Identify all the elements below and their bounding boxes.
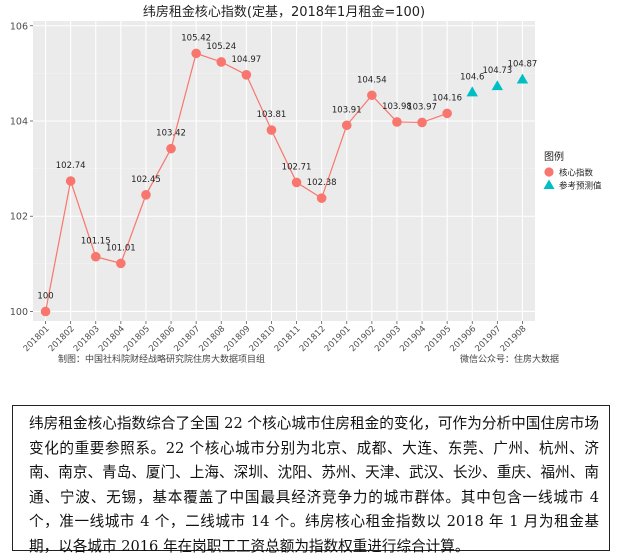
x-tick-label: 201801: [22, 324, 52, 354]
data-point: [392, 117, 402, 127]
x-tick-label: 201904: [398, 324, 428, 354]
data-point: [442, 108, 452, 119]
x-tick-label: 201809: [222, 324, 252, 354]
x-tick-label: 201908: [499, 324, 529, 354]
data-label: 103.42: [156, 129, 186, 139]
data-point: [316, 193, 327, 203]
data-point: [191, 48, 201, 59]
data-label: 104.97: [231, 55, 261, 65]
y-tick-label: 106: [10, 21, 28, 32]
legend-label: 参考预测值: [559, 181, 602, 192]
y-tick-label: 102: [10, 212, 28, 223]
legend-label: 核心指数: [559, 168, 594, 179]
data-point: [40, 306, 51, 317]
x-tick-label: 201808: [197, 324, 227, 354]
data-label: 101.15: [81, 237, 111, 247]
wechat-credit: 微信公众号：住房大数据: [460, 355, 560, 365]
forecast-point: [466, 86, 478, 97]
x-tick-label: 201812: [298, 324, 328, 354]
data-label: 102.71: [282, 162, 312, 172]
description-box: 纬房租金核心指数综合了全国 22 个核心城市住房租金的变化，可作为分析中国住房市…: [12, 405, 610, 555]
data-point: [291, 177, 302, 188]
x-tick-label: 201804: [97, 324, 127, 354]
x-tick-label: 201907: [473, 324, 503, 354]
data-label: 101.01: [106, 243, 136, 253]
legend-circle-marker: [544, 167, 554, 177]
data-point: [90, 251, 101, 262]
data-point: [241, 70, 252, 80]
plot-panel: [33, 21, 535, 321]
data-label: 104.87: [508, 60, 538, 70]
x-tick-label: 201905: [423, 324, 453, 354]
legend-title: 图例: [544, 150, 564, 163]
data-label: 104.16: [432, 93, 462, 103]
data-label: 102.45: [131, 175, 161, 185]
y-tick-label: 100: [10, 307, 28, 318]
data-label: 105.24: [206, 42, 236, 52]
source-credit: 制图：中国社科院财经战略研究院住房大数据项目组: [58, 355, 266, 365]
data-point: [417, 117, 427, 128]
data-label: 100: [37, 291, 53, 301]
data-label: 104.73: [482, 66, 512, 76]
data-label: 103.81: [257, 110, 287, 120]
x-tick-label: 201811: [273, 324, 303, 354]
forecast-point: [516, 73, 529, 84]
data-label: 103.91: [332, 105, 362, 115]
x-tick-label: 201810: [248, 324, 278, 354]
data-point: [367, 90, 377, 101]
data-label: 103.97: [407, 102, 437, 112]
x-tick-label: 201807: [172, 324, 202, 354]
data-point: [341, 120, 352, 131]
x-tick-label: 201906: [448, 324, 478, 354]
legend-triangle-marker: [543, 179, 555, 189]
x-tick-label: 201806: [147, 324, 177, 354]
data-label: 102.74: [56, 161, 86, 171]
x-tick-label: 201903: [373, 324, 403, 354]
y-tick-label: 104: [10, 117, 28, 128]
data-point: [166, 143, 176, 154]
data-label: 103.98: [382, 102, 412, 112]
x-tick-label: 201802: [47, 324, 77, 354]
rent-index-chart: 纬房租金核心指数(定基，2018年1月租金=100) 100 102 104 106 20…: [10, 4, 602, 354]
description-text: 纬房租金核心指数综合了全国 22 个核心城市住房租金的变化，可作为分析中国住房市…: [29, 415, 599, 555]
x-tick-label: 201902: [348, 324, 378, 354]
data-point: [141, 190, 151, 200]
x-tick-label: 201805: [122, 324, 152, 354]
forecast-point: [491, 80, 504, 91]
data-point: [116, 258, 126, 269]
data-point: [65, 176, 76, 186]
data-label: 102.38: [307, 178, 337, 188]
x-tick-label: 201803: [72, 324, 102, 354]
data-label: 104.54: [357, 75, 387, 85]
data-label: 104.6: [460, 72, 484, 82]
data-point: [216, 57, 227, 67]
data-label: 105.42: [181, 33, 211, 43]
x-tick-label: 201901: [323, 324, 353, 354]
data-point: [266, 125, 277, 135]
chart-title: 纬房租金核心指数(定基，2018年1月租金=100): [143, 4, 425, 20]
